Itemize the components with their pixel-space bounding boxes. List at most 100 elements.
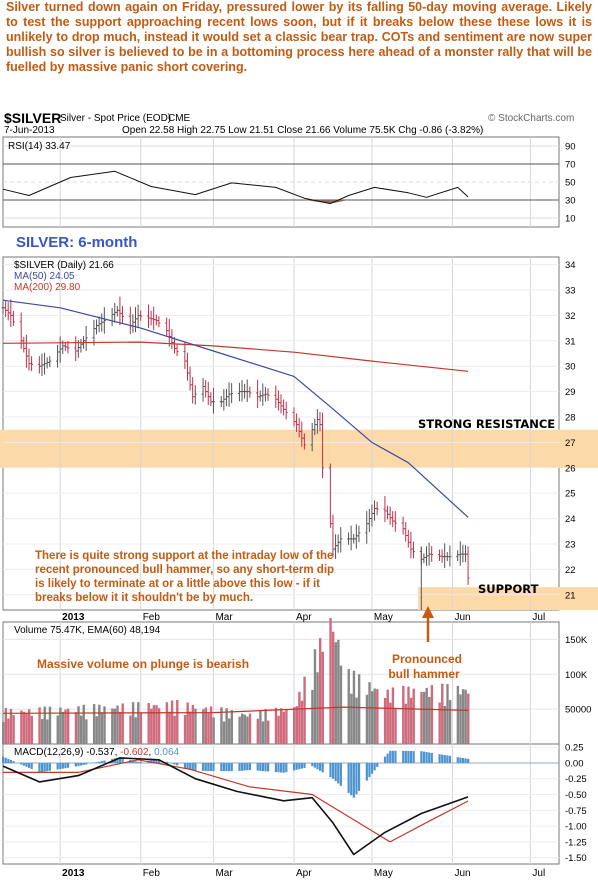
support-note-line: recent pronounced bull hammer, so any sh… — [35, 564, 334, 576]
macd-histogram-bar — [155, 759, 158, 763]
macd-histogram-bar — [191, 762, 194, 771]
macd-histogram-bar — [464, 758, 467, 763]
macd-histogram-bar — [461, 757, 465, 763]
month-tick-label: 2013 — [62, 612, 85, 623]
macd-histogram-bar — [459, 757, 462, 763]
macd-histogram-bar — [448, 755, 452, 763]
volume-bar — [165, 702, 169, 744]
volume-bar — [274, 707, 278, 744]
support-label: SUPPORT — [478, 582, 539, 596]
rsi-label: RSI(14) 33.47 — [8, 141, 71, 152]
macd-histogram-bar — [446, 755, 449, 763]
volume-bar — [4, 708, 7, 744]
volume-bar — [204, 707, 208, 744]
macd-histogram-bar — [59, 762, 62, 770]
volume-bar — [407, 686, 410, 744]
macd-histogram-bar — [173, 762, 176, 765]
macd-histogram-bar — [100, 761, 103, 763]
macd-signal-value: -0.602 — [120, 747, 149, 758]
volume-bar — [79, 715, 83, 744]
macd-histogram-bar — [38, 762, 41, 773]
volume-bar — [292, 707, 296, 744]
macd-histogram-bar — [391, 750, 394, 763]
macd-histogram-bar — [85, 762, 88, 765]
macd-histogram-bar — [165, 761, 168, 763]
volume-bar — [443, 705, 447, 744]
macd-value: -0.537 — [86, 747, 115, 758]
macd-histogram-bar — [228, 762, 231, 772]
macd-histogram-bar — [241, 762, 244, 771]
volume-bar — [425, 687, 428, 744]
volume-bar — [194, 708, 197, 744]
volume-bar — [118, 711, 122, 744]
price-legend-ma50: MA(50) 24.05 — [14, 271, 75, 282]
macd-histogram-bar — [259, 762, 262, 771]
support-note-line: There is quite strong support at the int… — [35, 550, 333, 562]
resistance-label: STRONG RESISTANCE — [418, 417, 555, 431]
macd-label: MACD(12,26,9) -0.537, -0.602, 0.064 — [14, 747, 180, 758]
macd-histogram-bar — [316, 762, 319, 770]
macd-histogram-bar — [225, 762, 228, 772]
volume-bar — [82, 704, 85, 744]
chart-ohlc: Open 22.58 High 22.75 Low 21.51 Close 21… — [122, 125, 483, 136]
macd-histogram-bar — [430, 752, 433, 763]
volume-bar — [147, 703, 150, 744]
chart-symbol: $SILVER — [4, 110, 61, 126]
volume-bar — [176, 699, 179, 744]
macd-histogram-bar — [82, 762, 85, 765]
rsi-tick-label: 10 — [565, 214, 576, 225]
volume-bar — [103, 706, 106, 744]
volume-bar — [311, 689, 314, 744]
macd-histogram-bar — [274, 762, 278, 773]
price-legend-symbol: $SILVER (Daily) 21.66 — [14, 260, 114, 271]
volume-bar — [267, 720, 270, 744]
volume-bar — [428, 696, 431, 744]
macd-histogram-bar — [407, 750, 410, 763]
volume-bar — [48, 706, 52, 744]
support-note-line: breaks below it it shouldn't be by much. — [35, 592, 253, 604]
volume-bar — [261, 721, 265, 744]
volume-bar — [25, 712, 28, 744]
month-tick-label: Jun — [454, 612, 470, 623]
volume-bar — [139, 712, 143, 744]
macd-histogram-bar — [9, 760, 12, 763]
macd-histogram-bar — [222, 762, 226, 772]
volume-bar — [259, 710, 262, 744]
macd-histogram-bar — [256, 762, 259, 771]
macd-histogram-bar — [329, 762, 332, 778]
chart-date: 7-Jun-2013 — [4, 125, 55, 136]
volume-bar — [30, 715, 33, 744]
macd-histogram-bar — [2, 756, 5, 763]
macd-tick-label: -0.50 — [565, 790, 587, 801]
volume-bar — [238, 716, 241, 744]
volume-bar — [420, 691, 423, 744]
chart-exchange: CME — [168, 113, 191, 124]
volume-bar — [422, 691, 426, 744]
volume-bar — [456, 685, 460, 744]
month-tick-label: Feb — [143, 612, 161, 623]
macd-histogram-bar — [170, 762, 174, 764]
volume-bar — [318, 638, 322, 744]
volume-bar — [394, 707, 397, 744]
volume-bar — [430, 685, 434, 744]
month-tick-label: Mar — [215, 868, 233, 879]
macd-histogram-bar — [77, 762, 80, 767]
commentary-text: Silver turned down again on Friday, pres… — [6, 0, 592, 74]
volume-bar — [373, 688, 376, 744]
macd-hist-value: 0.064 — [154, 747, 179, 758]
volume-bar — [77, 706, 80, 744]
volume-bar — [212, 717, 215, 744]
volume-note: Massive volume on plunge is bearish — [37, 657, 249, 671]
macd-histogram-bar — [116, 757, 119, 763]
volume-bar — [386, 689, 389, 744]
macd-histogram-bar — [318, 762, 322, 771]
volume-bar — [357, 674, 361, 744]
macd-histogram-bar — [355, 762, 358, 795]
price-tick-label: 21 — [565, 590, 576, 601]
macd-histogram-bar — [368, 762, 371, 778]
volume-label: Volume 75.47K, EMA(60) 48,194 — [14, 625, 161, 636]
volume-tick-label: 150K — [565, 635, 588, 646]
macd-histogram-bar — [118, 757, 122, 763]
volume-bar — [331, 631, 335, 744]
volume-bar — [183, 714, 187, 744]
